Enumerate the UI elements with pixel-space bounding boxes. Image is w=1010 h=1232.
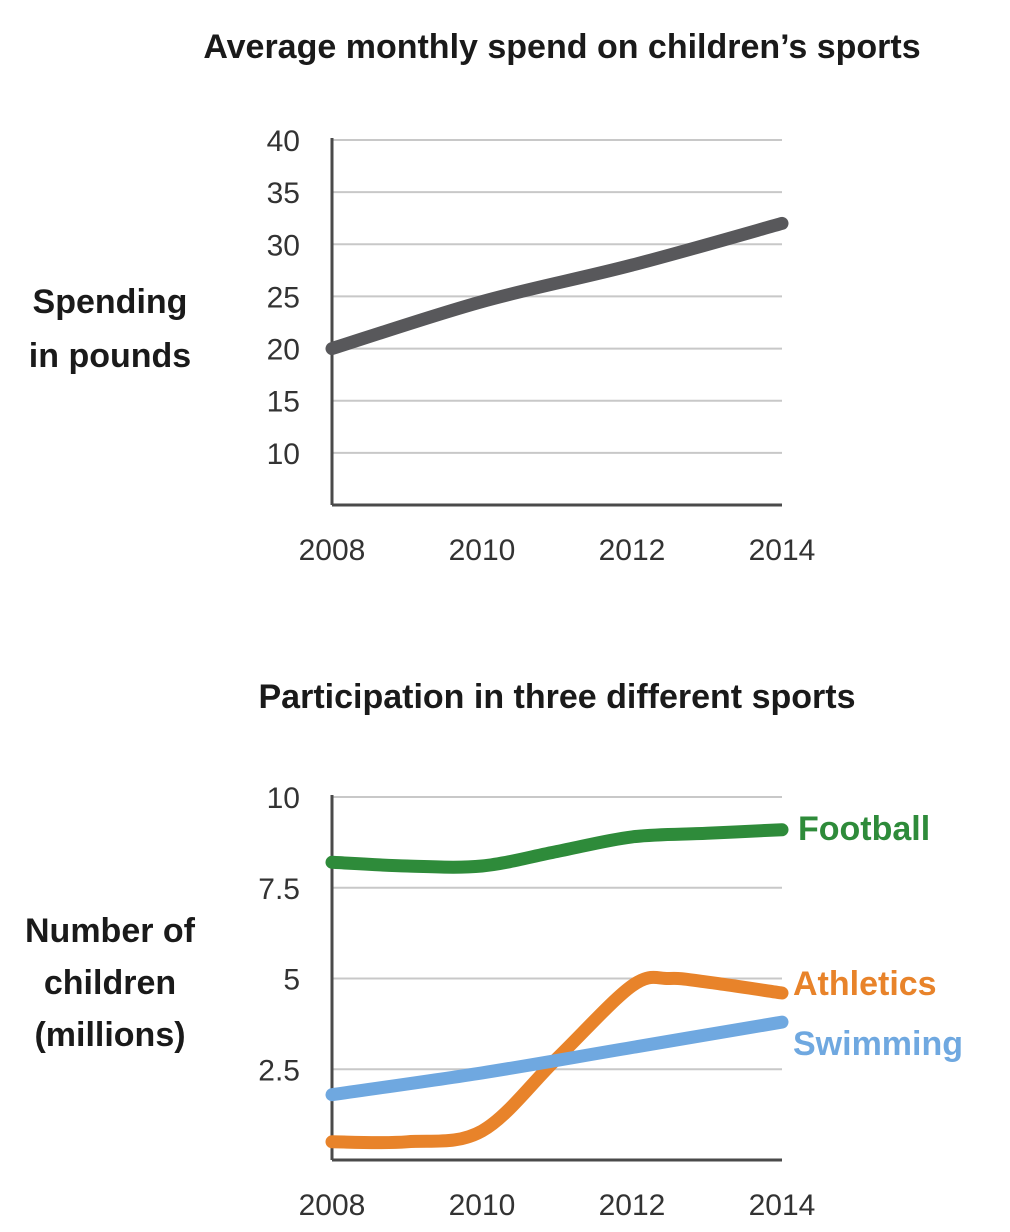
x-tick-label: 2012: [599, 534, 666, 567]
y-tick-label: 7.5: [258, 873, 300, 906]
chart-title: Participation in three different sports: [259, 678, 856, 716]
y-axis-label: Spending: [33, 283, 188, 321]
chart-1: Average monthly spend on children’s spor…: [29, 28, 921, 567]
y-tick-label: 35: [267, 177, 300, 210]
x-tick-label: 2008: [299, 534, 366, 567]
legend-football: Football: [798, 810, 930, 848]
y-tick-label: 10: [267, 782, 300, 815]
y-tick-label: 20: [267, 334, 300, 367]
y-tick-label: 25: [267, 281, 300, 314]
y-tick-label: 5: [283, 964, 300, 997]
x-tick-label: 2014: [749, 534, 816, 567]
legend-athletics: Athletics: [793, 965, 937, 1003]
y-tick-label: 2.5: [258, 1054, 300, 1087]
x-tick-label: 2010: [449, 534, 516, 567]
series-line-football: [325, 823, 789, 874]
x-tick-label: 2014: [749, 1189, 816, 1222]
y-axis-label: (millions): [34, 1016, 185, 1054]
chart-title: Average monthly spend on children’s spor…: [203, 28, 920, 66]
y-tick-label: 15: [267, 386, 300, 419]
series-line-swimming: [325, 1015, 789, 1102]
x-tick-label: 2012: [599, 1189, 666, 1222]
series-line-athletics: [325, 970, 789, 1150]
x-tick-label: 2010: [449, 1189, 516, 1222]
x-tick-label: 2008: [299, 1189, 366, 1222]
legend-swimming: Swimming: [793, 1025, 963, 1063]
y-tick-label: 30: [267, 229, 300, 262]
y-axis-label: Number of: [25, 912, 196, 950]
series-line: [325, 216, 789, 356]
y-tick-label: 40: [267, 125, 300, 158]
y-axis-label: children: [44, 964, 176, 1002]
chart-2: Participation in three different sports N…: [25, 678, 963, 1222]
y-tick-label: 10: [267, 438, 300, 471]
y-axis-label: in pounds: [29, 337, 191, 375]
